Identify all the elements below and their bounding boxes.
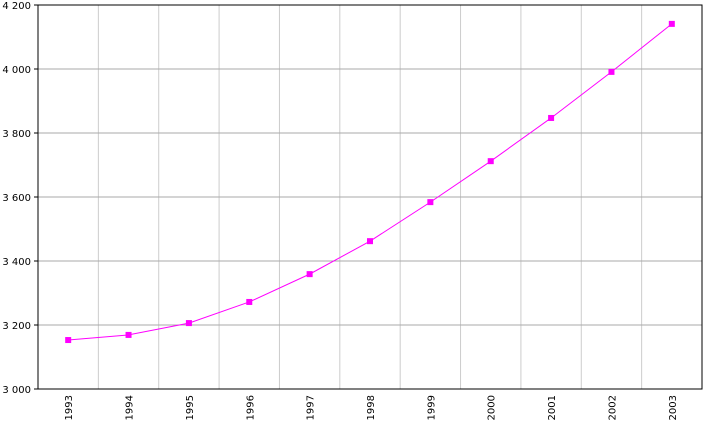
point-marker — [548, 114, 555, 121]
point-marker — [125, 331, 132, 338]
x-tick-label: 1995 — [185, 395, 196, 420]
x-tick-label: 1996 — [245, 395, 256, 420]
y-tick-label: 3 600 — [2, 193, 31, 204]
x-tick-group: 1995 — [185, 395, 196, 420]
x-tick-group: 1998 — [366, 395, 377, 420]
y-tick-label: 3 000 — [2, 385, 31, 396]
x-tick-group: 2000 — [487, 395, 498, 420]
x-tick-group: 2002 — [607, 395, 618, 420]
x-tick-label: 1998 — [366, 395, 377, 420]
x-tick-group: 1994 — [125, 395, 136, 420]
x-tick-group: 1993 — [64, 395, 75, 420]
y-tick-label: 4 000 — [2, 65, 31, 76]
x-tick-label: 2002 — [607, 395, 618, 420]
y-tick-label: 3 800 — [2, 129, 31, 140]
x-tick-label: 2000 — [487, 395, 498, 420]
point-marker — [306, 271, 313, 278]
point-marker — [246, 298, 253, 305]
point-marker — [668, 20, 675, 27]
point-marker — [487, 158, 494, 165]
y-tick-label: 3 200 — [2, 321, 31, 332]
y-tick-label: 3 400 — [2, 257, 31, 268]
x-tick-label: 2001 — [547, 395, 558, 420]
x-tick-label: 1999 — [426, 395, 437, 420]
x-tick-group: 2003 — [668, 395, 679, 420]
point-marker — [185, 320, 192, 327]
point-marker — [427, 199, 434, 206]
x-tick-group: 2001 — [547, 395, 558, 420]
x-tick-label: 1994 — [125, 395, 136, 420]
y-tick-label: 4 200 — [2, 1, 31, 12]
x-tick-label: 1993 — [64, 395, 75, 420]
point-marker — [65, 337, 72, 344]
point-marker — [367, 238, 373, 245]
x-tick-label: 2003 — [668, 395, 679, 420]
plot-frame — [37, 4, 703, 390]
x-tick-group: 1996 — [245, 395, 256, 420]
x-tick-label: 1997 — [306, 395, 317, 420]
x-tick-group: 1997 — [306, 395, 317, 420]
point-marker — [608, 68, 615, 75]
x-tick-group: 1999 — [426, 395, 437, 420]
